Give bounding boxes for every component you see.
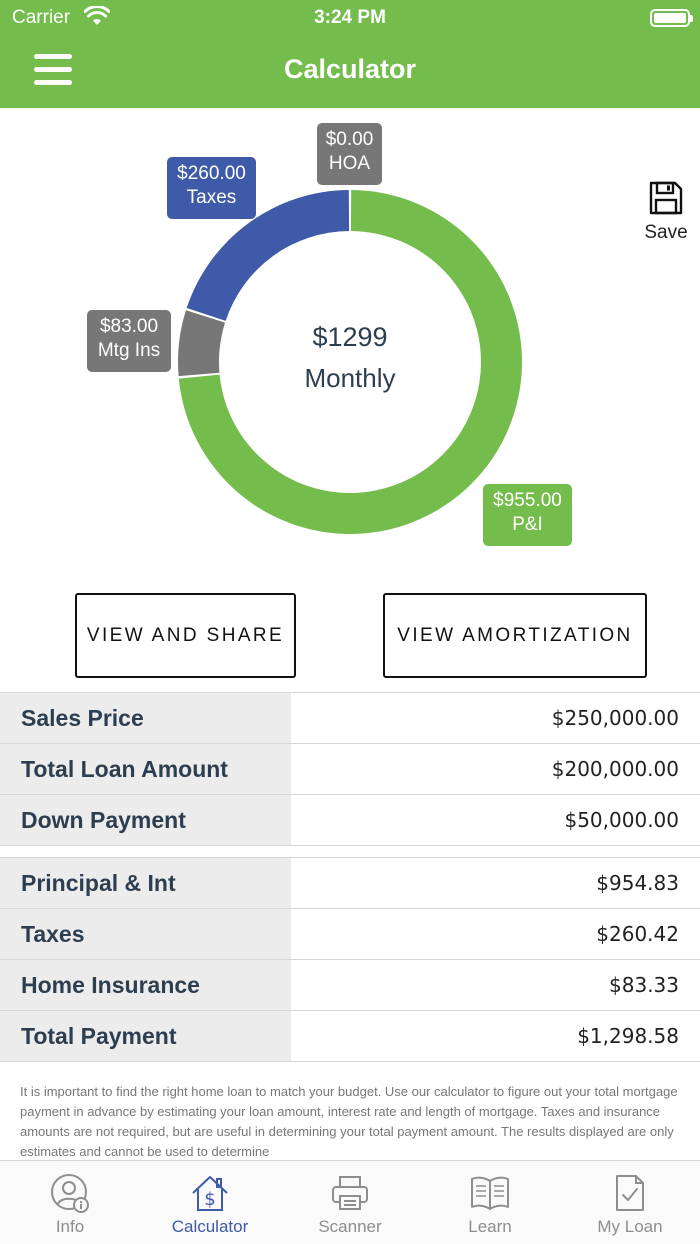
table-row[interactable]: Home Insurance $83.33 (0, 960, 700, 1011)
tab-my-loan[interactable]: My Loan (560, 1161, 700, 1244)
table-row[interactable]: Down Payment $50,000.00 (0, 795, 700, 846)
loan-summary-table: Sales Price $250,000.00 Total Loan Amoun… (0, 692, 700, 846)
user-info-icon (51, 1174, 89, 1213)
payment-breakdown-chart: $1299 Monthly $0.00 HOA $260.00 Taxes $8… (0, 108, 700, 578)
row-value[interactable]: $200,000.00 (551, 757, 679, 781)
row-value[interactable]: $250,000.00 (551, 706, 679, 730)
payment-breakdown-table: Principal & Int $954.83 Taxes $260.42 Ho… (0, 857, 700, 1062)
tab-label: Learn (468, 1217, 512, 1236)
taxes-name: Taxes (186, 187, 237, 208)
table-row: Total Payment $1,298.58 (0, 1011, 700, 1062)
hoa-name: HOA (328, 153, 371, 174)
svg-text:$: $ (204, 1189, 215, 1210)
donut-chart (178, 190, 522, 534)
tab-label: Info (55, 1217, 85, 1236)
tab-calculator[interactable]: $ Calculator (140, 1161, 280, 1244)
carrier-label: Carrier (12, 7, 71, 28)
monthly-total: $1299 (312, 322, 388, 352)
table-row[interactable]: Principal & Int $954.83 (0, 858, 700, 909)
row-value: $954.83 (596, 871, 679, 895)
donut-slice-taxes[interactable] (186, 190, 350, 321)
row-value[interactable]: $50,000.00 (564, 808, 679, 832)
status-time: 3:24 PM (314, 7, 386, 28)
tab-learn[interactable]: Learn (420, 1161, 560, 1244)
tab-label: My Loan (597, 1217, 663, 1236)
tab-scanner[interactable]: Scanner (280, 1161, 420, 1244)
row-value: $260.42 (596, 922, 679, 946)
wifi-icon (84, 6, 110, 25)
battery-icon (650, 9, 693, 27)
monthly-label: Monthly (304, 363, 396, 393)
pi-name: P&I (512, 514, 543, 535)
menu-icon (34, 54, 72, 59)
row-label: Down Payment (0, 795, 291, 845)
row-value: $1,298.58 (577, 1024, 679, 1048)
mtg-ins-name: Mtg Ins (97, 340, 161, 361)
taxes-value: $260.00 (177, 163, 246, 184)
app-header: Carrier 3:24 PM Calculator (0, 0, 700, 108)
taxes-slice-label: $260.00 Taxes (167, 157, 256, 219)
pi-value: $955.00 (493, 490, 562, 511)
disclaimer-text: It is important to find the right home l… (20, 1084, 678, 1159)
tab-bar: Info $ Calculator Scanner (0, 1160, 700, 1244)
save-button[interactable]: Save (638, 180, 694, 244)
table-row[interactable]: Total Loan Amount $200,000.00 (0, 744, 700, 795)
view-amortization-button[interactable]: VIEW AMORTIZATION (383, 593, 647, 678)
save-label: Save (644, 222, 688, 243)
save-icon (649, 181, 683, 215)
hoa-value: $0.00 (325, 129, 374, 150)
document-check-icon (616, 1175, 644, 1211)
donut-slice-mtg-ins[interactable] (178, 310, 226, 377)
row-label: Taxes (0, 909, 291, 959)
tab-info[interactable]: Info (0, 1161, 140, 1244)
row-label: Home Insurance (0, 960, 291, 1010)
book-icon (471, 1176, 509, 1210)
table-row[interactable]: Sales Price $250,000.00 (0, 693, 700, 744)
menu-button[interactable] (34, 54, 72, 86)
hoa-slice-label: $0.00 HOA (317, 123, 382, 185)
tab-label: Calculator (171, 1217, 249, 1236)
house-dollar-icon: $ (192, 1176, 228, 1211)
mtg-ins-value: $83.00 (99, 316, 159, 337)
pi-slice-label: $955.00 P&I (483, 484, 572, 546)
row-label: Total Loan Amount (0, 744, 291, 794)
mtg-ins-slice-label: $83.00 Mtg Ins (87, 310, 171, 372)
page-title: Calculator (283, 54, 417, 84)
row-label: Principal & Int (0, 858, 291, 908)
row-label: Sales Price (0, 693, 291, 743)
row-value: $83.33 (609, 973, 679, 997)
printer-icon (332, 1176, 368, 1210)
view-and-share-button[interactable]: VIEW AND SHARE (75, 593, 296, 678)
status-bar: Carrier 3:24 PM (0, 0, 700, 36)
row-label: Total Payment (0, 1011, 291, 1061)
table-row[interactable]: Taxes $260.42 (0, 909, 700, 960)
tab-label: Scanner (318, 1217, 382, 1236)
